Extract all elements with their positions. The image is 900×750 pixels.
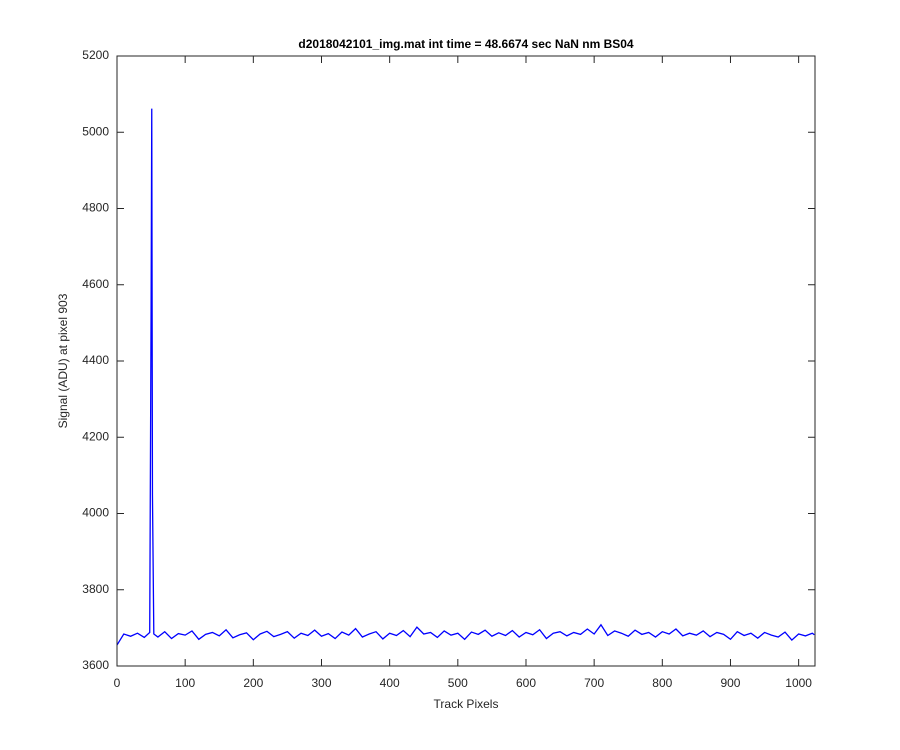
- x-tick-label: 1000: [785, 676, 812, 690]
- y-tick-label: 3600: [82, 658, 109, 672]
- x-tick-label: 600: [516, 676, 536, 690]
- y-tick-label: 3800: [82, 582, 109, 596]
- y-tick-label: 5200: [82, 48, 109, 62]
- x-tick-label: 400: [380, 676, 400, 690]
- y-tick-label: 4400: [82, 353, 109, 367]
- x-axis-label: Track Pixels: [434, 697, 499, 711]
- axes-box: [116, 55, 816, 667]
- y-axis-label: Signal (ADU) at pixel 903: [56, 293, 70, 428]
- data-line: [116, 108, 815, 646]
- y-tick-label: 4800: [82, 201, 109, 215]
- x-tick-label: 500: [448, 676, 468, 690]
- x-tick-label: 900: [720, 676, 740, 690]
- x-tick-label: 200: [243, 676, 263, 690]
- x-tick-label: 0: [114, 676, 121, 690]
- x-tick-label: 100: [175, 676, 195, 690]
- chart-title: d2018042101_img.mat int time = 48.6674 s…: [298, 37, 634, 51]
- y-tick-label: 4600: [82, 277, 109, 291]
- x-tick-label: 800: [652, 676, 672, 690]
- y-tick-label: 5000: [82, 124, 109, 138]
- x-tick-label: 300: [311, 676, 331, 690]
- x-tick-label: 700: [584, 676, 604, 690]
- y-tick-label: 4000: [82, 506, 109, 520]
- y-tick-label: 4200: [82, 429, 109, 443]
